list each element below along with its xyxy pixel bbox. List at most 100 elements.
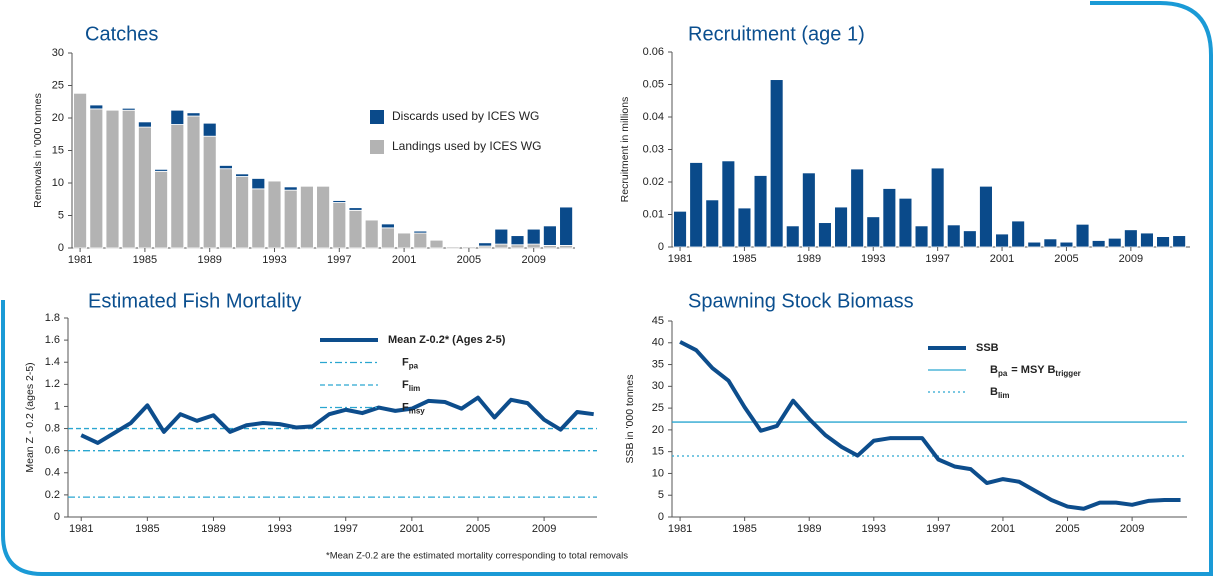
y-axis-label: Recruitment in millions: [619, 97, 631, 203]
y-tick-label: 40: [652, 337, 664, 349]
legend-label: Discards used by ICES WG: [392, 109, 539, 123]
bar: [1124, 229, 1138, 248]
bar: [381, 227, 395, 249]
bar: [154, 168, 168, 172]
y-tick-label: 0.02: [643, 176, 664, 188]
bar: [1107, 237, 1122, 248]
y-tick-label: 1.6: [45, 334, 60, 346]
bar: [202, 122, 217, 137]
bar: [1075, 223, 1090, 248]
x-tick-label: 2009: [1119, 253, 1143, 265]
bar: [785, 225, 800, 248]
x-tick-label: 2005: [1055, 523, 1079, 535]
legend-text: B: [990, 364, 998, 376]
legend-label: Fmsy: [402, 401, 425, 415]
bar: [283, 189, 298, 249]
x-tick-label: 1981: [69, 523, 93, 535]
bar: [202, 135, 217, 249]
legend-subscript: trigger: [1055, 369, 1080, 378]
bar: [381, 223, 395, 229]
x-tick-label: 1989: [797, 523, 821, 535]
x-tick-label: 1989: [201, 523, 225, 535]
bar: [462, 246, 476, 249]
x-tick-label: 1985: [732, 523, 756, 535]
bar: [1172, 235, 1186, 248]
legend-label: Mean Z-0.2* (Ages 2-5): [388, 334, 506, 346]
bar: [348, 207, 363, 211]
bar: [559, 206, 573, 246]
y-axis-label: Mean Z - 0.2 (ages 2-5): [24, 362, 36, 472]
legend-text: = MSY B: [1011, 364, 1055, 376]
y-tick-label: 0.06: [643, 46, 664, 58]
bar: [413, 230, 428, 234]
legend-swatch: [370, 140, 384, 154]
y-tick-label: 0: [54, 511, 60, 523]
bar: [510, 244, 525, 249]
bar: [673, 210, 687, 248]
y-tick-label: 20: [52, 112, 64, 124]
bar: [526, 243, 541, 249]
bar: [105, 109, 120, 249]
chart-title: Estimated Fish Mortality: [88, 290, 301, 312]
legend-label: Fpa: [402, 356, 419, 370]
bar: [283, 186, 298, 191]
line: [679, 340, 1181, 511]
bar: [429, 239, 444, 249]
bar: [121, 107, 136, 111]
bar: [251, 178, 266, 190]
bar: [769, 79, 784, 248]
legend-subscript: pa: [409, 362, 419, 371]
x-tick-label: 1985: [732, 253, 756, 265]
y-axis-label: SSB in '000 tonnes: [624, 375, 636, 464]
y-tick-label: 0: [658, 241, 664, 253]
x-tick-label: 1997: [926, 523, 950, 535]
y-tick-label: 10: [52, 177, 64, 189]
legend-subscript: pa: [998, 369, 1008, 378]
bar: [930, 167, 945, 248]
x-tick-label: 2009: [532, 523, 556, 535]
bar: [73, 92, 87, 249]
legend-swatch: [370, 110, 384, 124]
y-tick-label: 15: [652, 446, 664, 458]
x-tick-label: 1993: [861, 253, 885, 265]
y-tick-label: 45: [652, 315, 664, 327]
y-tick-label: 1.8: [45, 312, 60, 324]
y-tick-label: 0.8: [45, 422, 60, 434]
x-tick-label: 2005: [457, 254, 481, 266]
y-axis-label: Removals in '000 tonnes: [32, 93, 44, 208]
x-tick-label: 1993: [862, 523, 886, 535]
bar: [510, 235, 525, 246]
bar: [866, 216, 881, 248]
bar: [478, 242, 492, 247]
bar: [494, 228, 509, 245]
y-tick-label: 20: [652, 424, 664, 436]
bar: [737, 207, 752, 248]
x-tick-label: 1981: [68, 254, 92, 266]
bar: [348, 209, 363, 249]
bar: [251, 188, 266, 249]
bar: [138, 126, 152, 249]
legend-text: B: [990, 386, 998, 398]
y-tick-label: 0.4: [45, 467, 60, 479]
x-tick-label: 2001: [400, 523, 424, 535]
x-tick-label: 2005: [466, 523, 490, 535]
x-tick-label: 2009: [1120, 523, 1144, 535]
line: [80, 395, 594, 445]
bar: [1140, 232, 1154, 248]
y-tick-label: 0.04: [643, 111, 664, 123]
y-tick-label: 1: [54, 400, 60, 412]
y-tick-label: 0.03: [643, 143, 664, 155]
y-tick-label: 10: [652, 467, 664, 479]
x-tick-label: 1985: [135, 523, 159, 535]
bar: [979, 185, 993, 248]
y-tick-label: 0.01: [643, 208, 664, 220]
legend-label: Blim: [990, 386, 1010, 400]
legend-text: F: [402, 356, 409, 368]
bar: [332, 202, 347, 249]
bar: [834, 206, 848, 248]
legend-text: F: [402, 401, 409, 413]
bar: [364, 219, 379, 249]
bar: [882, 188, 897, 248]
x-tick-label: 1985: [133, 254, 157, 266]
